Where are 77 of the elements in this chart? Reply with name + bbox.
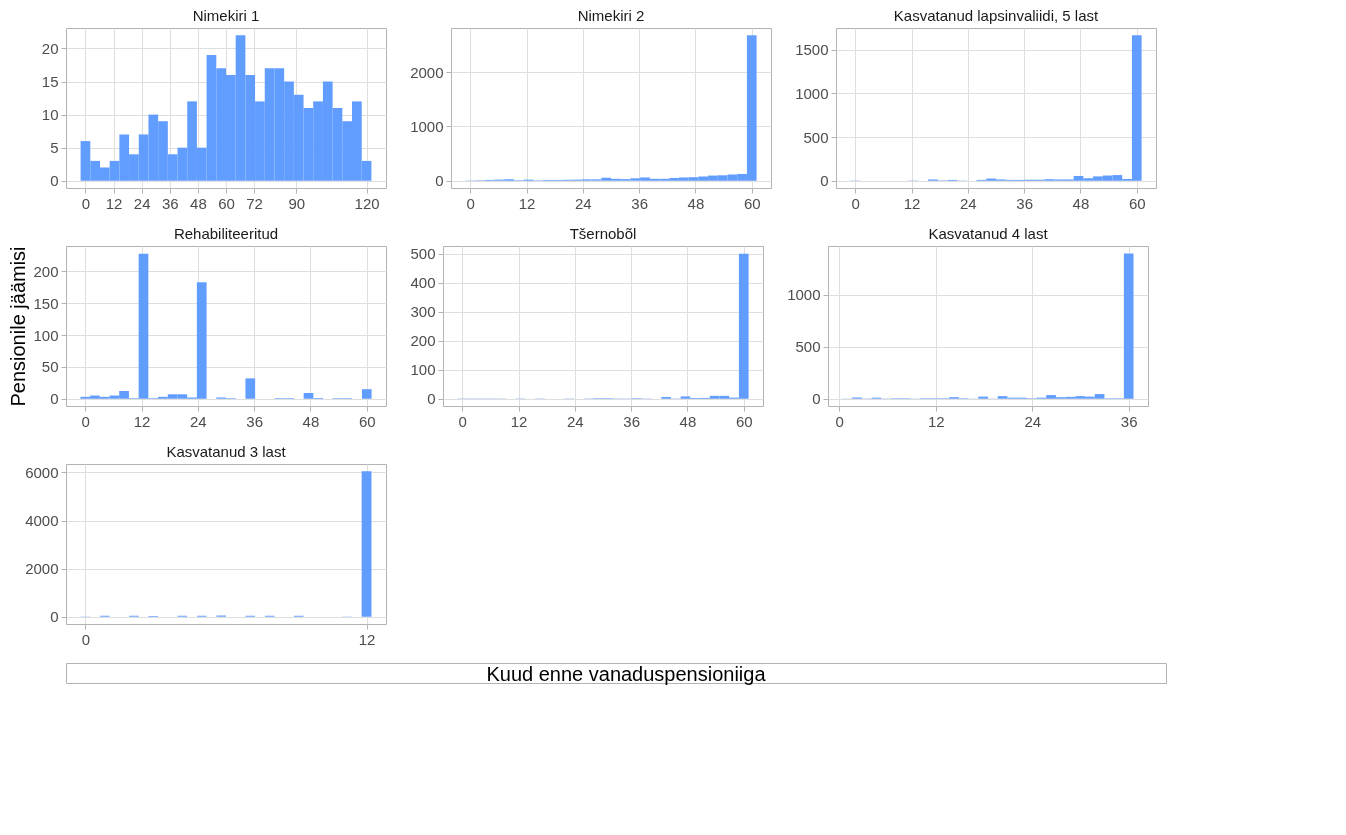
y-tick-label: 0 (820, 172, 829, 190)
x-tick-label: 24 (960, 194, 977, 212)
x-tick-label: 72 (246, 194, 263, 212)
x-tick-label: 60 (358, 412, 376, 430)
y-tick-label: 1000 (795, 84, 829, 102)
x-tick-label: 48 (687, 194, 705, 212)
y-tick-label: 200 (410, 332, 436, 350)
x-tick-label: 60 (218, 194, 235, 212)
y-tick-label: 20 (41, 40, 59, 57)
chart-title: Tšernobõl (569, 225, 637, 242)
y-tick-label: 2000 (25, 560, 59, 578)
y-tick-label: 5 (50, 139, 59, 157)
chart-title: Nimekiri 1 (192, 7, 260, 24)
x-tick-label: 24 (567, 412, 584, 430)
x-tick-label: 12 (518, 194, 536, 212)
y-tick-label: 500 (803, 128, 829, 146)
x-tick-label: 48 (190, 194, 207, 212)
x-tick-label: 12 (105, 194, 123, 212)
x-tick-label: 24 (1024, 412, 1042, 430)
x-tick-label: 60 (1128, 194, 1146, 212)
chart-title: Kasvatanud 4 last (928, 225, 1049, 242)
chart-title: Rehabiliteeritud (173, 224, 279, 242)
x-tick-label: 48 (679, 412, 697, 430)
y-tick-label: 100 (33, 326, 59, 344)
chart-title: Kasvatanud 3 last (166, 443, 287, 460)
x-tick-label: 60 (743, 194, 761, 212)
y-tick-label: 400 (410, 274, 436, 292)
x-tick-label: 0 (81, 412, 90, 430)
x-tick-label: 48 (1072, 194, 1090, 212)
x-tick-label: 0 (81, 194, 91, 212)
x-tick-label: 36 (161, 194, 179, 212)
chart-title: Kasvatanud lapsinvaliidi, 5 last (893, 7, 1099, 24)
x-tick-label: 0 (458, 412, 467, 430)
y-tick-label: 50 (41, 358, 59, 376)
x-tick-label: 36 (631, 194, 648, 212)
x-tick-label: 0 (466, 194, 475, 212)
y-tick-label: 1500 (795, 41, 829, 59)
x-tick-label: 12 (510, 412, 528, 430)
x-tick-label: 0 (835, 412, 844, 430)
y-tick-label: 0 (427, 390, 436, 408)
y-tick-label: 15 (41, 73, 59, 91)
x-tick-label: 36 (1120, 412, 1138, 430)
y-tick-label: 300 (410, 303, 436, 321)
y-tick-label: 0 (435, 172, 444, 190)
y-tick-label: 0 (50, 172, 59, 190)
x-tick-label: 12 (358, 630, 376, 648)
x-tick-label: 24 (133, 194, 151, 212)
text: Kuud enne vanaduspensioniiga (486, 663, 767, 685)
x-tick-label: 24 (575, 194, 592, 212)
y-tick-label: 500 (410, 245, 436, 263)
y-tick-label: 6000 (25, 463, 59, 481)
y-tick-label: 0 (50, 608, 59, 626)
y-tick-label: 150 (33, 294, 59, 312)
y-axis-title: Pensionile jäämisi (7, 246, 30, 407)
y-tick-label: 100 (410, 361, 436, 379)
x-tick-label: 90 (288, 194, 306, 212)
y-tick-label: 2000 (410, 63, 444, 81)
chart-title: Nimekiri 2 (577, 7, 645, 24)
x-tick-label: 0 (851, 194, 860, 212)
x-tick-label: 60 (735, 412, 753, 430)
y-tick-label: 0 (812, 390, 821, 408)
y-tick-label: 1000 (787, 286, 821, 304)
x-tick-label: 24 (190, 412, 207, 430)
x-tick-label: 12 (903, 194, 921, 212)
x-tick-label: 120 (354, 194, 380, 212)
x-tick-label: 36 (623, 412, 640, 430)
x-tick-label: 36 (1016, 194, 1033, 212)
y-tick-label: 4000 (25, 512, 59, 530)
y-tick-label: 200 (33, 262, 59, 280)
x-tick-label: 48 (302, 412, 320, 430)
y-tick-label: 0 (50, 390, 59, 408)
x-tick-label: 36 (246, 412, 263, 430)
x-tick-label: 12 (927, 412, 945, 430)
x-tick-label: 12 (133, 412, 151, 430)
y-tick-label: 10 (41, 106, 59, 124)
y-tick-label: 500 (795, 338, 821, 356)
y-tick-label: 1000 (410, 117, 444, 135)
